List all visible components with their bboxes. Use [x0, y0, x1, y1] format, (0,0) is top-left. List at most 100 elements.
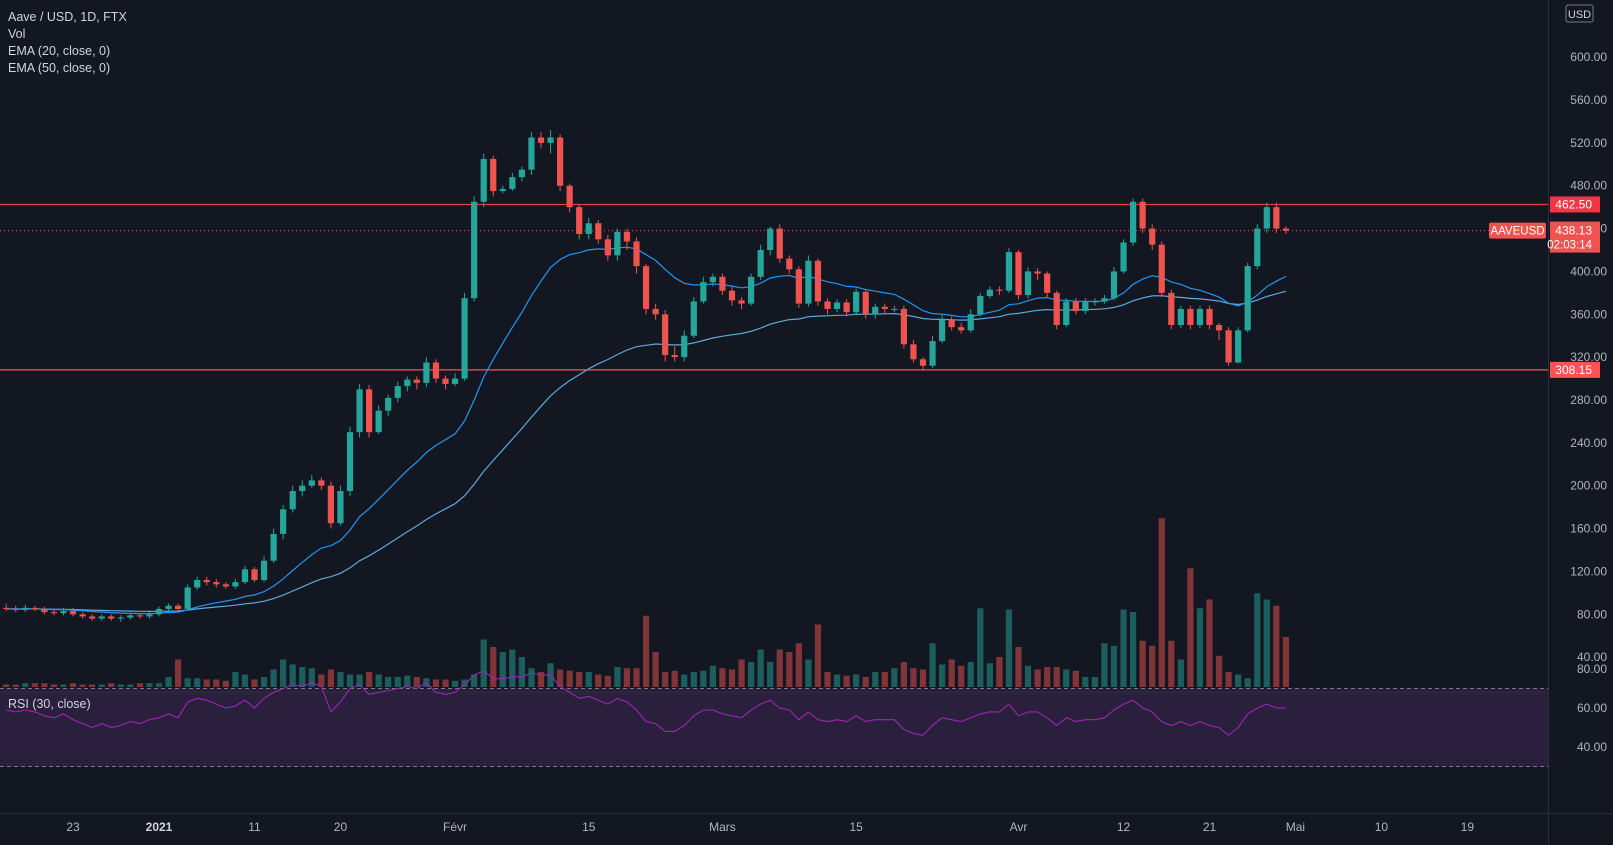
volume-bar	[1063, 669, 1070, 687]
volume-bar	[700, 670, 707, 687]
volume-bar	[3, 684, 10, 687]
candle-body	[413, 379, 420, 383]
volume-bar	[155, 683, 163, 687]
ema50-indicator-label[interactable]: EMA (50, close, 0)	[8, 61, 111, 75]
volume-bar	[461, 679, 468, 687]
candle-body	[222, 584, 229, 587]
volume-bar	[413, 677, 420, 687]
candle-body	[1034, 271, 1041, 274]
candle-body	[89, 616, 96, 619]
volume-bar	[776, 649, 783, 687]
volume-bar	[652, 652, 659, 687]
candle-body	[346, 432, 354, 492]
volume-bar	[900, 662, 907, 687]
rsi-tick-label: 40.00	[1577, 740, 1607, 754]
candle-body	[12, 608, 19, 611]
candle-body	[958, 327, 965, 331]
candle-body	[280, 509, 287, 534]
last-price-tag	[1550, 221, 1600, 253]
volume-bar	[662, 672, 669, 687]
volume-bar	[108, 683, 115, 687]
volume-bar	[939, 664, 946, 687]
volume-bar	[50, 684, 58, 687]
candle-body	[948, 319, 955, 328]
volume-bar	[442, 679, 449, 687]
volume-bar	[79, 684, 86, 687]
candle-body	[1024, 271, 1032, 296]
candle-body	[270, 533, 277, 561]
candle-body	[1244, 266, 1251, 331]
ema20-line	[6, 246, 1287, 615]
candle-body	[98, 616, 105, 619]
volume-bar	[280, 659, 287, 687]
volume-bar	[1053, 667, 1060, 687]
volume-bar	[22, 683, 29, 687]
candle-body	[1273, 207, 1280, 229]
candle-body	[604, 239, 611, 256]
candle-body	[623, 231, 631, 242]
candle-body	[595, 223, 602, 240]
volume-bar	[881, 672, 888, 687]
symbol-title[interactable]: Aave / USD, 1D, FTX	[8, 10, 127, 24]
candle-body	[1158, 244, 1165, 293]
ema20-indicator-label[interactable]: EMA (20, close, 0)	[8, 44, 111, 58]
volume-bar	[1244, 678, 1251, 687]
ema50-line	[6, 290, 1287, 613]
volume-bar	[1187, 568, 1194, 687]
volume-bar	[929, 643, 936, 687]
volume-bar	[1254, 593, 1261, 687]
candle-body	[509, 177, 516, 189]
candle-body	[814, 260, 822, 302]
candle-body	[50, 612, 58, 614]
time-tick-label: 15	[582, 820, 596, 834]
volume-bar	[681, 674, 688, 687]
candle-body	[375, 410, 382, 433]
symbol-badge-label: AAVEUSD	[1490, 226, 1544, 238]
candle-body	[366, 389, 373, 433]
candle-body	[251, 569, 258, 581]
volume-bar	[967, 662, 974, 687]
volume-bar	[833, 674, 841, 687]
volume-bar	[404, 675, 411, 687]
candle-body	[356, 389, 363, 433]
price-tick-label: 600.00	[1570, 50, 1607, 64]
price-tick-label: 160.00	[1570, 522, 1607, 536]
candle-body	[1120, 242, 1127, 272]
candle-body	[1015, 252, 1022, 296]
candle-body	[194, 580, 201, 588]
volume-bar	[824, 672, 831, 687]
volume-bar	[366, 672, 373, 687]
candle-body	[929, 341, 936, 366]
price-tick-label: 400.00	[1570, 264, 1607, 278]
candle-body	[576, 207, 583, 234]
volume-bar	[805, 659, 812, 687]
candle-body	[662, 314, 669, 356]
candle-body	[939, 319, 946, 342]
volume-bar	[251, 679, 258, 687]
volume-indicator-label[interactable]: Vol	[8, 27, 26, 41]
rsi-tick-label: 80.00	[1577, 662, 1607, 676]
candle-body	[1187, 308, 1194, 326]
rsi-band	[0, 688, 1548, 767]
volume-bar	[385, 677, 392, 687]
volume-bar	[1196, 608, 1204, 687]
candle-body	[108, 616, 115, 619]
rsi-indicator-label[interactable]: RSI (30, close)	[8, 697, 91, 711]
candle-body	[184, 587, 191, 609]
candle-body	[117, 617, 124, 619]
volume-bar	[346, 674, 354, 687]
volume-bar	[451, 680, 459, 687]
volume-bar	[843, 675, 850, 687]
volume-series	[3, 518, 1289, 687]
candle-body	[232, 582, 239, 587]
volume-bar	[1282, 637, 1289, 687]
volume-bar	[1215, 655, 1223, 687]
candle-body	[843, 302, 850, 313]
volume-bar	[270, 669, 277, 687]
volume-bar	[1015, 647, 1022, 687]
candle-body	[260, 560, 268, 581]
volume-bar	[127, 684, 134, 687]
candle-body	[748, 276, 755, 304]
candle-body	[308, 480, 315, 486]
